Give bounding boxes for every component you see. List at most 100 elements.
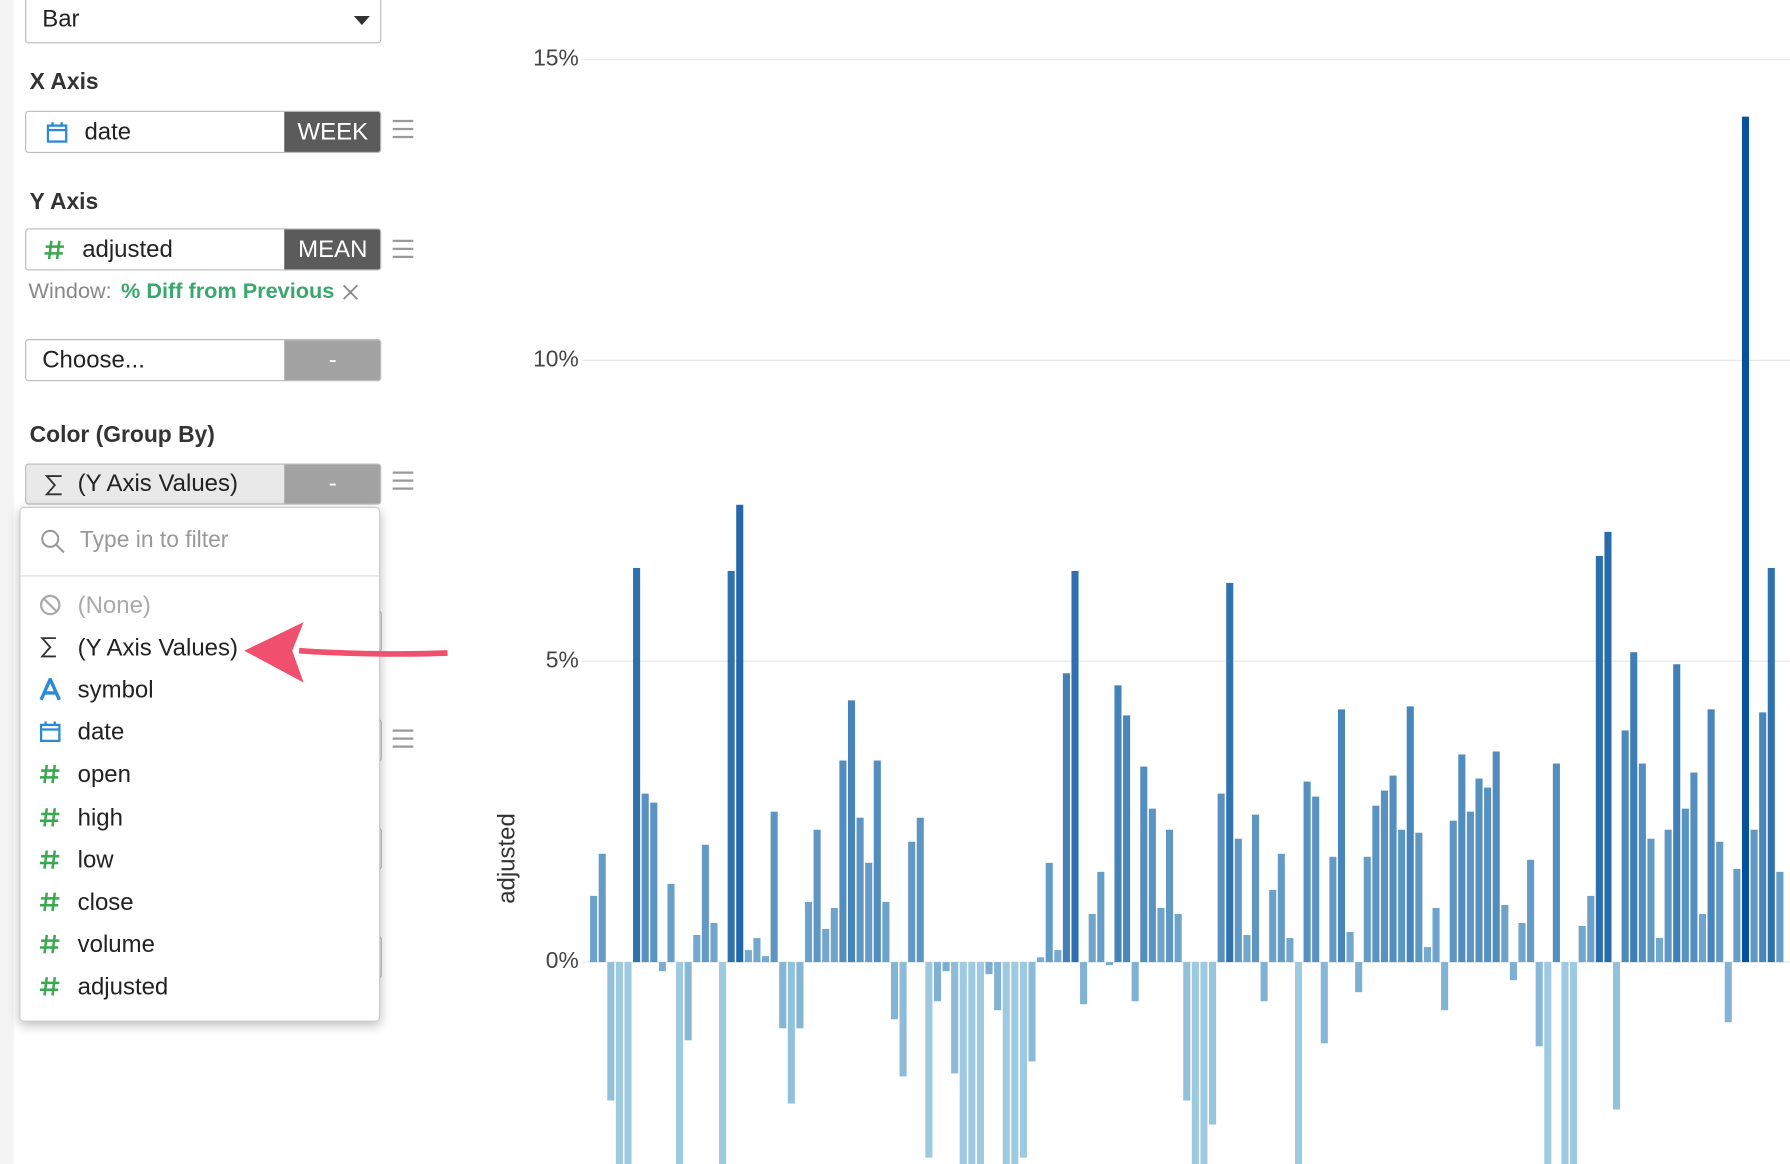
item-icon <box>40 637 56 658</box>
menu-item[interactable]: adjusted <box>21 967 379 1008</box>
item-label: adjusted <box>77 973 169 1000</box>
bar <box>1570 962 1578 1164</box>
bar <box>1140 766 1148 963</box>
bar <box>1226 583 1234 963</box>
bar <box>830 907 838 963</box>
item-icon <box>39 765 60 784</box>
bar <box>1054 950 1062 963</box>
bar <box>1243 935 1251 963</box>
bar <box>796 962 804 1029</box>
sum-icon <box>44 475 62 496</box>
item-label: (None) <box>77 592 151 619</box>
bar <box>1097 871 1105 963</box>
filter-input[interactable]: Type in to filter <box>79 527 229 553</box>
bar <box>779 962 787 1029</box>
chart-type: Bar <box>42 5 80 32</box>
bar <box>590 895 598 963</box>
menu-item[interactable]: low <box>21 840 379 881</box>
color-field[interactable]: (Y Axis Values) - <box>25 463 382 505</box>
menu-item[interactable]: symbol <box>21 670 379 711</box>
bar <box>1200 962 1208 1164</box>
bar <box>1466 811 1474 963</box>
bar <box>1664 829 1672 963</box>
bar <box>770 811 778 963</box>
bar <box>667 883 675 963</box>
bar <box>1458 754 1466 963</box>
bar <box>701 844 709 963</box>
extra-field[interactable]: Choose... - <box>25 339 382 382</box>
y-agg[interactable]: MEAN <box>284 229 381 270</box>
bar <box>1501 904 1509 963</box>
bar <box>1131 962 1139 1002</box>
bar <box>985 962 993 975</box>
bar <box>1552 763 1560 963</box>
bar <box>1604 531 1612 963</box>
bar <box>1578 925 1586 963</box>
bar <box>736 504 744 963</box>
color-agg[interactable]: - <box>284 464 381 504</box>
y-field: adjusted <box>82 235 173 262</box>
menu-item[interactable]: (Y Axis Values) <box>21 628 379 669</box>
x-axis-field[interactable]: date WEEK <box>25 110 382 153</box>
divider <box>20 575 380 577</box>
item-icon <box>39 678 61 701</box>
bar <box>1681 808 1689 963</box>
y-axis-field[interactable]: adjusted MEAN <box>25 228 382 271</box>
menu-item[interactable]: close <box>21 882 379 923</box>
bar <box>744 950 752 963</box>
window-value[interactable]: % Diff from Previous <box>121 279 335 304</box>
bar <box>658 962 666 972</box>
bar <box>1217 793 1225 963</box>
remove-icon[interactable] <box>342 284 358 300</box>
bar <box>1398 829 1406 963</box>
bar <box>1346 932 1354 963</box>
bar <box>1759 712 1767 963</box>
bar <box>1449 820 1457 963</box>
bar <box>1234 838 1242 963</box>
menu-item[interactable]: (None) <box>21 586 379 627</box>
bar <box>1673 664 1681 963</box>
x-field: date <box>84 118 132 145</box>
bar <box>1166 829 1174 963</box>
item-label: volume <box>77 931 155 958</box>
bar <box>1191 962 1199 1164</box>
bar <box>1303 781 1311 963</box>
bar <box>1767 567 1775 963</box>
extra-agg[interactable]: - <box>284 340 381 381</box>
bar <box>856 817 864 963</box>
bar <box>676 962 684 1164</box>
menu-item[interactable]: volume <box>21 924 379 965</box>
bar <box>1698 913 1707 963</box>
item-icon <box>39 934 60 954</box>
bar <box>1716 841 1724 963</box>
bar <box>1613 962 1621 1110</box>
bar <box>1209 962 1217 1125</box>
color-label: Color (Group By) <box>29 422 215 448</box>
menu-item[interactable]: high <box>21 797 379 838</box>
bar <box>1088 913 1096 963</box>
menu-item[interactable]: open <box>21 755 379 796</box>
bar <box>1183 962 1191 1101</box>
bar <box>1707 709 1715 963</box>
bar <box>1690 772 1698 963</box>
item-label: low <box>77 846 114 873</box>
bar <box>1105 962 1113 966</box>
bar <box>1423 947 1431 963</box>
y-tick-label: 5% <box>546 646 579 672</box>
dropdown: Type in to filter (None) (Y Axis Values) s… <box>19 506 381 1022</box>
bar <box>1294 962 1303 1164</box>
bar <box>1277 853 1285 963</box>
y-axis-label: Y Axis <box>29 189 99 215</box>
bar <box>925 962 933 1158</box>
x-agg[interactable]: WEEK <box>284 111 381 152</box>
chart-type-select[interactable]: Bar <box>25 0 382 44</box>
bar <box>813 829 821 963</box>
bar <box>839 760 847 963</box>
bar <box>933 962 942 1002</box>
item-icon <box>39 892 60 911</box>
menu-item[interactable]: date <box>21 713 379 754</box>
item-icon <box>39 807 60 827</box>
bar <box>1492 751 1500 963</box>
